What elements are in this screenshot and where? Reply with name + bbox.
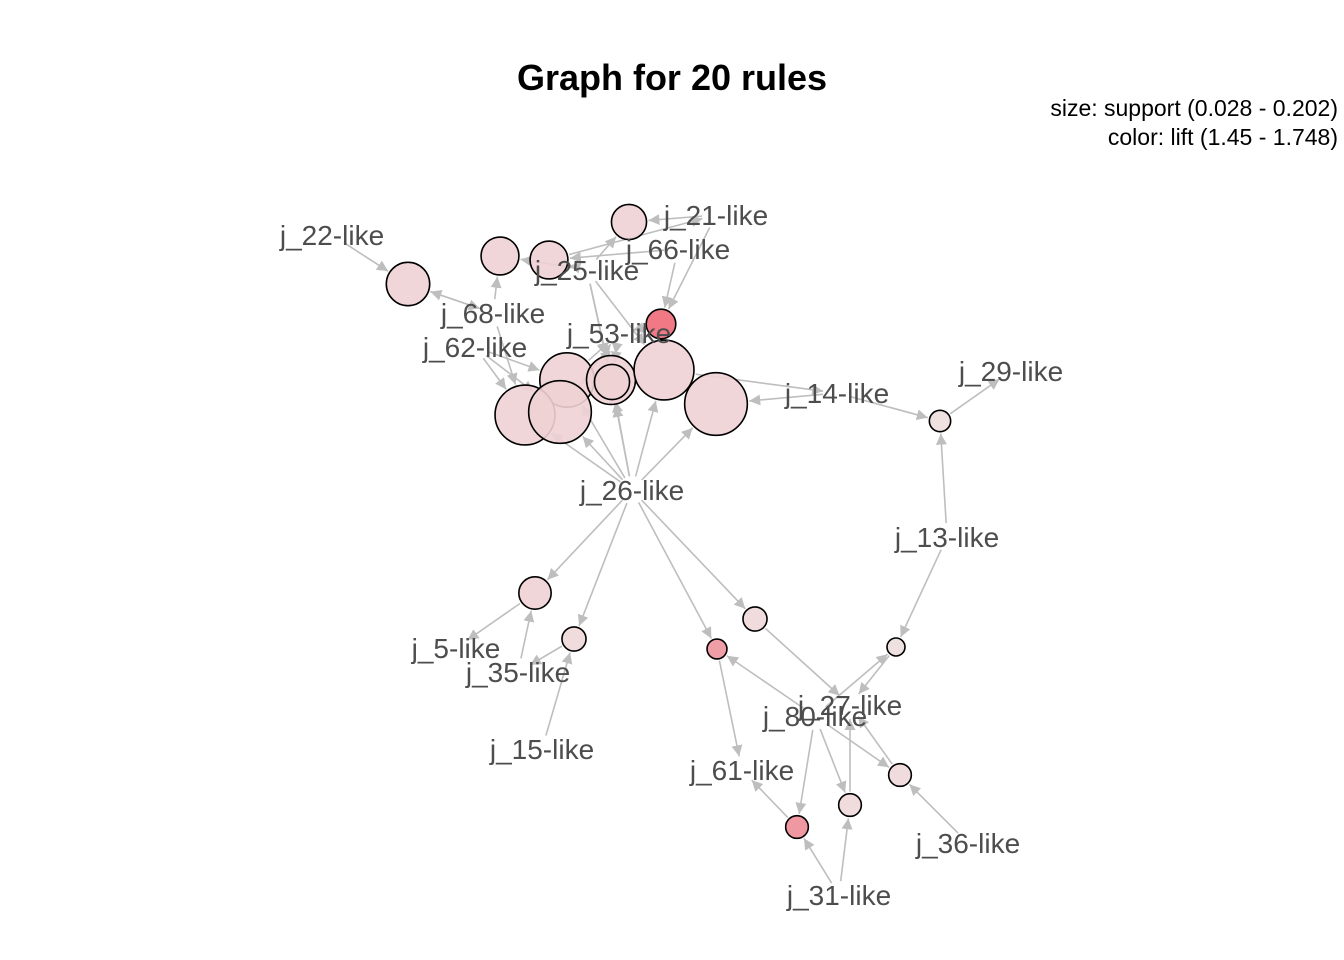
rule-node-r2[interactable] — [480, 236, 520, 276]
item-label-j31[interactable]: j_31-like — [786, 880, 891, 911]
edge-j80-r21 — [819, 728, 847, 793]
legend-size: size: support (0.028 - 0.202) — [1050, 95, 1338, 121]
edge-r14-j5 — [467, 602, 521, 641]
rule-node-r17[interactable] — [886, 637, 906, 657]
rule-node-r14[interactable] — [518, 576, 552, 610]
edge-j25-r11 — [594, 280, 646, 346]
edge-j25-r4 — [569, 262, 582, 274]
item-label-j15[interactable]: j_15-like — [489, 734, 594, 765]
item-label-j14[interactable]: j_14-like — [784, 378, 889, 409]
rule-node-r12[interactable] — [683, 371, 749, 437]
edge-j26-r14 — [546, 499, 623, 581]
edge-j31-r21 — [839, 818, 853, 882]
graph-title: Graph for 20 rules — [517, 57, 827, 98]
edge-r5-j53 — [632, 322, 645, 334]
item-label-j36[interactable]: j_36-like — [915, 828, 1020, 859]
rule-node-r11[interactable] — [633, 339, 695, 401]
edge-j68-r2 — [490, 276, 502, 300]
item-label-j66[interactable]: j_66-like — [625, 234, 730, 265]
edge-j13-r13 — [935, 433, 947, 524]
edge-j80-r20 — [795, 729, 814, 814]
edge-j31-r20 — [803, 837, 833, 884]
edges-layer — [343, 214, 1001, 884]
rule-node-r16[interactable] — [706, 638, 728, 660]
edge-j36-r19 — [908, 783, 959, 834]
item-label-j29[interactable]: j_29-like — [958, 356, 1063, 387]
rule-node-r10[interactable] — [593, 363, 631, 401]
item-label-j68[interactable]: j_68-like — [440, 298, 545, 329]
item-label-j35[interactable]: j_35-like — [465, 657, 570, 688]
edge-r18-j27 — [764, 627, 841, 697]
rule-node-r20[interactable] — [784, 814, 810, 840]
item-label-j61[interactable]: j_61-like — [689, 755, 794, 786]
edge-r19-j27 — [857, 715, 893, 765]
edge-j80-r17 — [825, 653, 889, 708]
edge-j62-r6 — [487, 350, 540, 372]
item-label-j26[interactable]: j_26-like — [579, 475, 684, 506]
rule-node-r15[interactable] — [561, 626, 587, 652]
rule-node-r21[interactable] — [837, 792, 863, 818]
edge-j35-r14 — [520, 610, 535, 659]
rule-node-r19[interactable] — [887, 762, 913, 788]
legend-color: color: lift (1.45 - 1.748) — [1108, 124, 1338, 150]
edge-j66-r4 — [569, 249, 665, 263]
edge-r17-j27 — [858, 655, 890, 695]
item-label-j5[interactable]: j_5-like — [411, 633, 501, 664]
edge-j21-r5 — [667, 227, 711, 310]
rule-node-r18[interactable] — [742, 606, 768, 632]
edge-j22-r1 — [343, 241, 389, 272]
edge-j26-r8 — [582, 435, 624, 481]
item-label-j25[interactable]: j_25-like — [534, 255, 639, 286]
edge-j80-r16 — [726, 655, 804, 709]
edge-r16-j61 — [718, 660, 743, 757]
rule-node-r3[interactable] — [610, 203, 648, 241]
rule-nodes-layer — [385, 203, 952, 840]
rule-node-r13[interactable] — [928, 409, 952, 433]
rule-node-r8[interactable] — [527, 379, 593, 445]
item-label-j80[interactable]: j_80-like — [762, 701, 867, 732]
item-label-j13[interactable]: j_13-like — [894, 522, 999, 553]
edge-r1-j68 — [430, 290, 481, 311]
edge-r15-j35 — [529, 645, 563, 666]
edge-j26-r10 — [612, 401, 631, 477]
edge-j25-r10 — [589, 283, 611, 364]
rule-node-r1[interactable] — [385, 261, 431, 307]
item-label-j27[interactable]: j_27-like — [797, 690, 902, 721]
edge-j14-r12 — [749, 393, 824, 406]
edge-r20-j61 — [751, 779, 789, 818]
item-label-j21[interactable]: j_21-like — [663, 200, 768, 231]
item-label-j53[interactable]: j_53-like — [566, 318, 671, 349]
edge-j13-r17 — [899, 549, 942, 638]
rule-node-r4[interactable] — [529, 240, 569, 280]
edge-j26-r16 — [637, 501, 713, 639]
edge-j26-r11 — [634, 400, 659, 477]
edge-j80-r19 — [826, 723, 890, 769]
item-label-j22[interactable]: j_22-like — [279, 220, 384, 251]
edge-j15-r15 — [545, 652, 573, 736]
edge-r13-j29 — [949, 378, 1001, 415]
edge-j26-r15 — [577, 502, 628, 627]
edge-j14-r13 — [850, 395, 928, 421]
edge-j26-r18 — [641, 499, 746, 610]
edge-j26-r12 — [641, 427, 694, 481]
edge-j62-r7 — [482, 357, 507, 390]
item-label-j62[interactable]: j_62-like — [422, 332, 527, 363]
edge-j66-r5 — [661, 262, 676, 308]
rule-node-r5[interactable] — [645, 308, 677, 340]
